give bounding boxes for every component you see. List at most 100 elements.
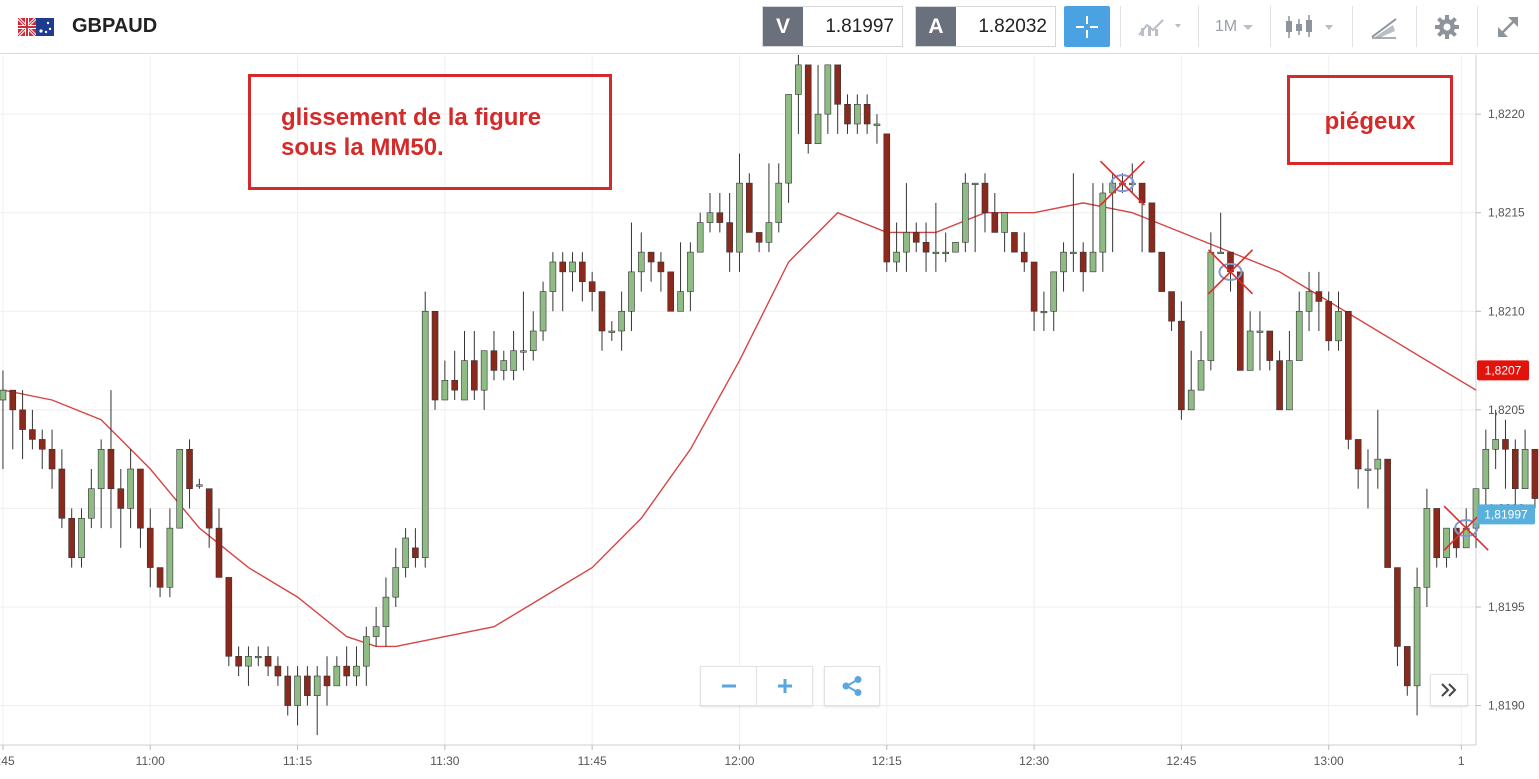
- candle-body: [382, 596, 390, 628]
- candle: [903, 183, 910, 272]
- candle-body: [775, 182, 783, 223]
- candle: [471, 331, 478, 400]
- candle-body: [196, 484, 203, 487]
- candle: [667, 271, 675, 312]
- candle-body: [1187, 389, 1195, 411]
- candle-body: [1099, 192, 1107, 253]
- zoom-in-button[interactable]: [757, 667, 812, 705]
- buy-price-box[interactable]: A 1.82032: [915, 6, 1056, 47]
- candle: [78, 508, 85, 568]
- candle-body: [9, 389, 17, 411]
- candle-body: [579, 261, 586, 283]
- candle: [500, 350, 508, 381]
- candle: [529, 311, 537, 361]
- timeframe-dropdown[interactable]: 1M: [1206, 6, 1264, 47]
- candle: [1374, 409, 1382, 489]
- candle-body: [284, 675, 292, 706]
- candle-body: [58, 468, 66, 519]
- candle: [1364, 449, 1372, 509]
- candle-body: [1266, 330, 1274, 361]
- y-tick-label: 1,8215: [1488, 206, 1525, 220]
- candle-body: [814, 113, 822, 145]
- candles-layer: [0, 55, 1539, 736]
- candle-body: [863, 103, 871, 125]
- candle-body: [225, 577, 233, 657]
- candle: [1325, 291, 1332, 351]
- candle-body: [235, 655, 242, 667]
- x-axis: 0:45 11:00 11:15 11:30 11:45 12:00 12:15 12:30 1…: [0, 745, 1465, 768]
- candle-body: [1237, 271, 1244, 371]
- candle: [461, 331, 468, 401]
- candle: [637, 232, 645, 292]
- gear-icon: [1435, 14, 1459, 39]
- candle-body: [598, 291, 606, 332]
- candle: [1295, 291, 1303, 361]
- indicators-button[interactable]: [1130, 6, 1192, 47]
- candle-body: [1040, 310, 1048, 314]
- candle: [1070, 173, 1077, 272]
- candle: [1345, 310, 1352, 450]
- candle: [451, 350, 458, 400]
- candle-body: [215, 527, 223, 578]
- chart-grid: [0, 55, 1476, 745]
- candle: [706, 193, 714, 233]
- toolbar-divider: [1270, 6, 1271, 47]
- candle-body: [1079, 251, 1087, 273]
- candle-body: [1168, 291, 1175, 322]
- toolbar-divider: [1352, 6, 1353, 47]
- candle: [431, 310, 439, 410]
- candle: [745, 173, 753, 233]
- candle: [225, 577, 233, 667]
- candle-body: [510, 350, 517, 371]
- crosshair-button[interactable]: [1064, 6, 1110, 47]
- candle-body: [1070, 251, 1077, 254]
- x-tick-label: 12:15: [872, 754, 902, 768]
- minus-icon: [721, 684, 736, 688]
- zoom-out-button[interactable]: [701, 667, 757, 705]
- candle-body: [1394, 567, 1401, 647]
- candle-body: [117, 488, 125, 509]
- candle-body: [844, 103, 851, 125]
- price-chart[interactable]: 1,82201,82151,82101,82051,82001,81951,81…: [0, 55, 1539, 779]
- candle: [1502, 419, 1509, 489]
- candle-body: [520, 350, 527, 353]
- x-tick-label: 11:00: [136, 754, 165, 768]
- candle: [1413, 567, 1421, 716]
- candle-body: [490, 350, 498, 371]
- candle: [176, 448, 184, 529]
- candle: [0, 370, 7, 469]
- candle-body: [971, 182, 979, 185]
- candle: [962, 173, 969, 253]
- candle-body: [1374, 458, 1382, 470]
- ma50-line: [2, 202, 1477, 648]
- candle: [264, 646, 272, 676]
- chart-type-button[interactable]: [1278, 6, 1344, 47]
- y-tick-label: 1,8220: [1488, 107, 1525, 121]
- candle: [196, 478, 203, 489]
- candle-body: [618, 310, 625, 332]
- sell-price-box[interactable]: V 1.81997: [762, 6, 903, 47]
- candle-body: [883, 133, 891, 263]
- candle: [1335, 291, 1342, 351]
- candle: [490, 331, 498, 381]
- x-tick-label: 0:45: [0, 754, 15, 768]
- candle-body: [1256, 330, 1264, 333]
- candle-body: [1403, 646, 1411, 687]
- candle-body: [539, 291, 547, 332]
- candle: [932, 202, 940, 272]
- candle: [1482, 429, 1490, 509]
- annotation-text-line1: glissement de la figure: [281, 104, 542, 131]
- plus-icon: [777, 679, 792, 693]
- y-tick-label: 1,8190: [1488, 699, 1525, 713]
- instrument-symbol: GBPAUD: [72, 15, 158, 37]
- x-tick-label: 12:30: [1019, 754, 1049, 768]
- candle: [29, 409, 36, 450]
- share-button[interactable]: [824, 666, 880, 706]
- scroll-to-latest-button[interactable]: [1430, 674, 1468, 706]
- settings-button[interactable]: [1424, 6, 1470, 47]
- drawing-tools-button[interactable]: [1358, 6, 1410, 47]
- candle-body: [1345, 310, 1352, 440]
- candle: [1168, 291, 1175, 331]
- candle-body: [588, 281, 596, 292]
- fullscreen-button[interactable]: [1484, 6, 1532, 47]
